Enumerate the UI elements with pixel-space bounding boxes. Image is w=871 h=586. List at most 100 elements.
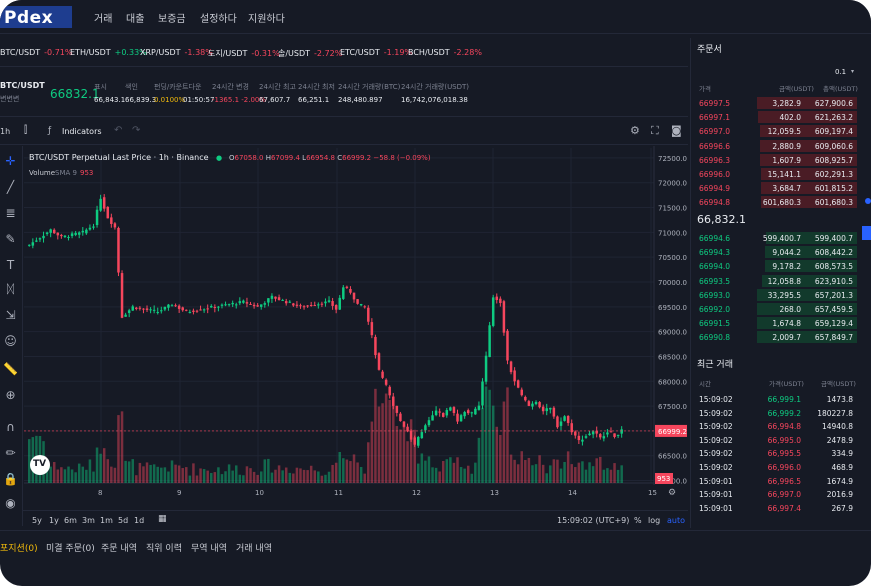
trade-amount: 334.9 bbox=[831, 449, 853, 459]
redo-icon[interactable]: ↷ bbox=[132, 125, 141, 136]
ticker-item[interactable]: 솔/USDT -2.72% bbox=[278, 48, 342, 59]
bid-row[interactable]: 66991.5 1,674.8 659,129.4 bbox=[691, 316, 859, 330]
bid-row[interactable]: 66994.0 9,178.2 608,573.5 bbox=[691, 259, 859, 273]
settings-gear-icon[interactable]: ⚙ bbox=[630, 124, 640, 137]
tf-1d[interactable]: 1d bbox=[134, 516, 145, 525]
nav-deposit[interactable]: 보증금 bbox=[158, 14, 186, 25]
ticker-item[interactable]: ETC/USDT -1.19% bbox=[340, 48, 412, 57]
ticker-change: -1.19% bbox=[383, 48, 413, 57]
price-chart[interactable]: 72500.0 72000.0 71500.0 71000.0 70500.0 70000… bbox=[0, 146, 688, 510]
trade-price: 66,997.0 bbox=[767, 490, 801, 500]
bid-row[interactable]: 66993.5 12,058.8 623,910.5 bbox=[691, 274, 859, 288]
tf-5y[interactable]: 5y bbox=[32, 516, 42, 525]
volume-bar bbox=[252, 471, 256, 483]
drawing-tools: ✛ ╱ ≣ ✎ T ᛞ ⇲ ☺ 📏 ⊕ ∩ ✏ 🔒 ◉ bbox=[0, 146, 23, 526]
candle-body bbox=[595, 430, 598, 434]
bid-row[interactable]: 66993.0 33,295.5 657,201.3 bbox=[691, 288, 859, 302]
y-tick-label: 71000.0 bbox=[658, 229, 687, 237]
lock-drawings-icon[interactable]: ✏ bbox=[5, 446, 16, 460]
ticker-item[interactable]: XRP/USDT -1.38% bbox=[140, 48, 213, 57]
volume-bar bbox=[113, 467, 117, 483]
camera-icon[interactable]: ◙ bbox=[671, 124, 682, 137]
auto-toggle[interactable]: auto bbox=[667, 516, 686, 525]
lock-icon[interactable]: 🔒 bbox=[3, 472, 18, 486]
ticker-item[interactable]: BCH/USDT -2.28% bbox=[408, 48, 482, 57]
tab-transaction-history[interactable]: 거래 내역 bbox=[236, 544, 272, 554]
logo[interactable]: Pdex bbox=[0, 6, 72, 28]
interval-select[interactable]: 1h bbox=[0, 127, 11, 136]
candle-body bbox=[359, 303, 363, 306]
emoji-icon[interactable]: ☺ bbox=[4, 334, 17, 348]
candle-body bbox=[438, 411, 441, 413]
slider-knob[interactable] bbox=[865, 198, 871, 204]
log-toggle[interactable]: log bbox=[648, 516, 661, 525]
candle-body bbox=[377, 353, 381, 370]
date-range-icon[interactable]: ▦ bbox=[158, 514, 167, 524]
bid-row[interactable]: 66990.8 2,009.7 657,849.7 bbox=[691, 330, 859, 344]
clock-readout[interactable]: 15:09:02 (UTC+9) bbox=[557, 516, 630, 525]
nav-loan[interactable]: 대출 bbox=[126, 14, 145, 25]
trendline-icon[interactable]: ╱ bbox=[6, 180, 15, 194]
bid-row[interactable]: 66994.6 599,400.7 599,400.7 bbox=[691, 231, 859, 245]
bid-price: 66993.5 bbox=[699, 276, 731, 286]
precision-select[interactable]: 0.1 bbox=[835, 68, 847, 76]
h-label: H bbox=[265, 154, 271, 162]
nav-trade[interactable]: 거래 bbox=[94, 14, 113, 25]
nav-support[interactable]: 지원하다 bbox=[248, 14, 285, 25]
eye-icon[interactable]: ◉ bbox=[5, 496, 16, 510]
undo-icon[interactable]: ↶ bbox=[114, 125, 123, 136]
zoom-icon[interactable]: ⊕ bbox=[5, 388, 16, 402]
ask-row[interactable]: 66996.3 1,607.9 608,925.7 bbox=[691, 153, 859, 167]
tf-1y[interactable]: 1y bbox=[49, 516, 59, 525]
ask-row[interactable]: 66994.9 3,684.7 601,815.2 bbox=[691, 181, 859, 195]
ask-row[interactable]: 66994.8 601,680.3 601,680.3 bbox=[691, 195, 859, 209]
volume-bar bbox=[277, 465, 281, 483]
magnet-icon[interactable]: ∩ bbox=[6, 420, 15, 434]
ask-row[interactable]: 66997.5 3,282.9 627,900.6 bbox=[691, 96, 859, 110]
bid-row[interactable]: 66992.0 268.0 657,459.5 bbox=[691, 302, 859, 316]
candle-body bbox=[352, 292, 356, 300]
bid-total: 657,201.3 bbox=[814, 290, 853, 300]
nav-settings[interactable]: 설정하다 bbox=[200, 14, 237, 25]
volume-bar bbox=[263, 459, 267, 483]
buy-tab[interactable] bbox=[862, 226, 871, 240]
tf-1m[interactable]: 1m bbox=[100, 516, 113, 525]
tab-positions[interactable]: 포지션(0) bbox=[0, 544, 38, 554]
volume-bar bbox=[595, 458, 598, 483]
tf-5d[interactable]: 5d bbox=[118, 516, 129, 525]
tv-logo[interactable]: TV bbox=[30, 455, 50, 475]
volume-bar bbox=[224, 471, 227, 483]
candle-body bbox=[495, 296, 499, 301]
tab-position-history[interactable]: 직위 이력 bbox=[146, 544, 182, 554]
tf-3m[interactable]: 3m bbox=[82, 516, 95, 525]
tab-order-history[interactable]: 주문 내역 bbox=[101, 544, 137, 554]
measure-range-icon[interactable]: ⇲ bbox=[5, 308, 16, 322]
ask-row[interactable]: 66997.1 402.0 621,263.2 bbox=[691, 110, 859, 124]
ticker-item[interactable]: BTC/USDT -0.71% bbox=[0, 48, 72, 57]
ticker-item[interactable]: ETH/USDT +0.33% bbox=[70, 48, 147, 57]
ask-row[interactable]: 66996.0 15,141.1 602,291.3 bbox=[691, 167, 859, 181]
bid-row[interactable]: 66994.3 9,044.2 608,442.2 bbox=[691, 245, 859, 259]
ask-row[interactable]: 66996.6 2,880.9 609,060.6 bbox=[691, 139, 859, 153]
market-pair[interactable]: BTC/USDT bbox=[0, 81, 45, 90]
ask-row[interactable]: 66997.0 12,059.5 609,197.4 bbox=[691, 124, 859, 138]
tf-6m[interactable]: 6m bbox=[64, 516, 77, 525]
indicators-button[interactable]: Indicators bbox=[62, 127, 102, 136]
candle-type-icon[interactable]: ⫿ bbox=[24, 125, 28, 136]
fullscreen-icon[interactable]: ⛶ bbox=[651, 124, 659, 137]
crosshair-icon[interactable]: ✛ bbox=[5, 154, 16, 168]
tab-trade-history[interactable]: 무역 내역 bbox=[191, 544, 227, 554]
tab-open-orders[interactable]: 미결 주문(0) bbox=[46, 544, 95, 554]
ruler-icon[interactable]: 📏 bbox=[3, 362, 18, 376]
text-icon[interactable]: T bbox=[6, 258, 15, 272]
fib-icon[interactable]: ≣ bbox=[5, 206, 16, 220]
pattern-icon[interactable]: ᛞ bbox=[6, 282, 15, 296]
volume-bar bbox=[67, 466, 70, 483]
chevron-down-icon[interactable]: ▾ bbox=[851, 68, 855, 75]
percent-toggle[interactable]: % bbox=[634, 516, 642, 525]
candle-body bbox=[227, 304, 231, 306]
axis-settings-icon[interactable]: ⚙ bbox=[668, 488, 676, 498]
ticker-item[interactable]: 도지/USDT -0.31% bbox=[208, 48, 280, 59]
brush-icon[interactable]: ✎ bbox=[5, 232, 16, 246]
